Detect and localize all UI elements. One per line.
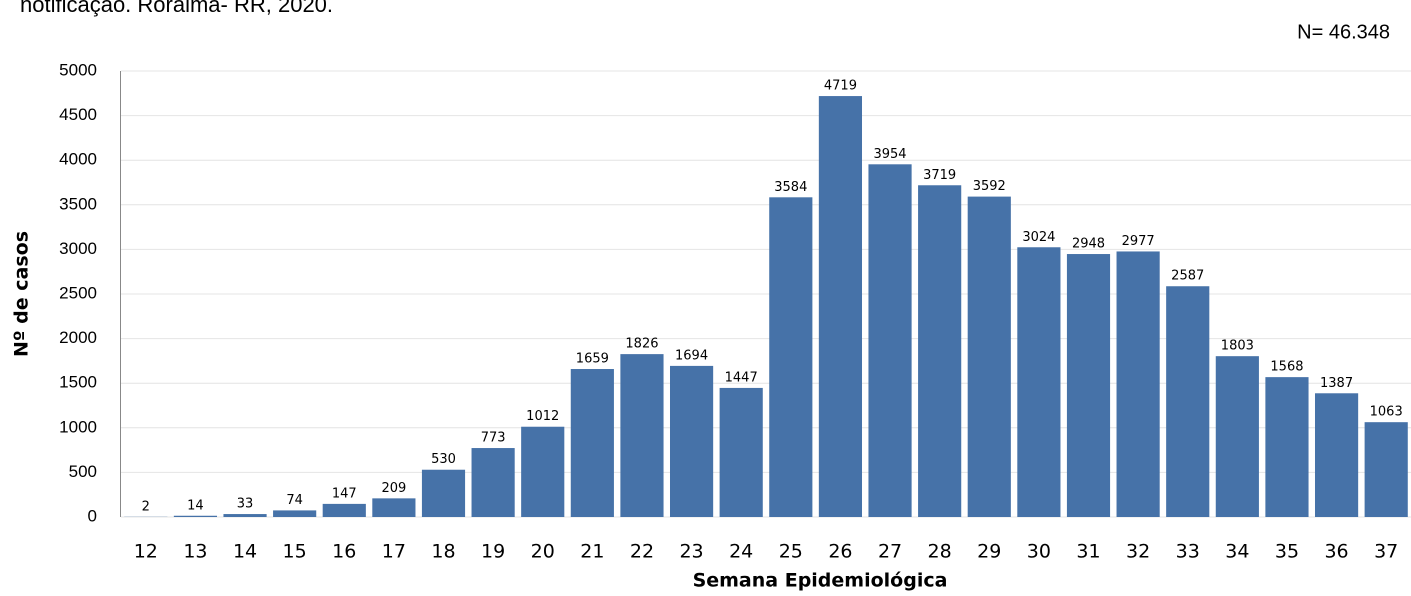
data-label: 530 [431, 452, 456, 467]
bar [1364, 422, 1408, 517]
y-tick-label: 4500 [59, 105, 97, 124]
y-tick-label: 5000 [59, 60, 97, 79]
bar [1265, 377, 1309, 517]
data-label: 3584 [774, 180, 807, 195]
bar [669, 365, 714, 517]
bar [1215, 356, 1259, 517]
data-label: 3024 [1022, 230, 1055, 245]
x-tick-label: 31 [1076, 541, 1100, 563]
bar [570, 369, 614, 517]
x-tick-label: 20 [531, 541, 555, 563]
data-label: 4719 [824, 79, 857, 94]
data-label: 773 [481, 431, 506, 446]
x-tick-label: 18 [431, 541, 455, 563]
data-label: 2948 [1072, 237, 1105, 252]
x-tick-label: 35 [1275, 541, 1299, 563]
x-tick-label: 23 [679, 541, 703, 563]
x-tick-label: 33 [1176, 541, 1200, 563]
x-tick-label: 36 [1324, 541, 1348, 563]
data-label: 14 [187, 498, 204, 513]
y-axis-title: Nº de casos [11, 231, 33, 357]
bar [1116, 251, 1160, 517]
bar [223, 514, 267, 517]
x-tick-label: 24 [729, 541, 753, 563]
chart-subtitle: notificação. Roraima- RR, 2020. [20, 0, 333, 17]
x-tick-label: 37 [1374, 541, 1398, 563]
x-tick-label: 14 [233, 541, 257, 563]
x-tick-label: 27 [878, 541, 902, 563]
data-label: 74 [286, 493, 303, 508]
data-label: 3592 [973, 179, 1006, 194]
y-tick-label: 1500 [59, 373, 97, 392]
annotation: N= 46.348 [1297, 21, 1390, 43]
data-label: 147 [332, 486, 357, 501]
y-tick-label: 3500 [59, 194, 97, 213]
x-tick-label: 13 [183, 541, 207, 563]
bar [471, 448, 515, 517]
x-tick-label: 32 [1126, 541, 1150, 563]
data-label: 209 [381, 481, 406, 496]
bar [620, 354, 664, 517]
data-label: 1694 [675, 348, 708, 363]
y-tick-label: 500 [69, 462, 97, 481]
bar [372, 498, 416, 517]
bar [967, 196, 1011, 517]
bar [1017, 247, 1061, 517]
x-axis-title: Semana Epidemiológica [693, 570, 948, 592]
y-tick-label: 2500 [59, 283, 97, 302]
data-label: 2 [142, 499, 150, 514]
bar [818, 96, 863, 518]
data-label: 3954 [873, 147, 906, 162]
data-label: 33 [237, 497, 254, 512]
bar [421, 469, 466, 517]
bar [868, 164, 912, 517]
x-tick-label: 17 [382, 541, 406, 563]
bar [521, 426, 565, 517]
data-label: 2977 [1122, 234, 1155, 249]
x-tick-label: 16 [332, 541, 356, 563]
data-label: 1659 [576, 352, 609, 367]
y-tick-label: 1000 [59, 417, 97, 436]
bar [322, 503, 366, 517]
x-tick-label: 34 [1225, 541, 1249, 563]
bar [1066, 254, 1111, 518]
data-label: 1447 [725, 370, 758, 385]
x-tick-label: 28 [928, 541, 952, 563]
x-tick-label: 25 [779, 541, 803, 563]
bar [769, 197, 813, 518]
data-label: 1826 [625, 337, 658, 352]
data-label: 1568 [1270, 360, 1303, 375]
data-label: 2587 [1171, 269, 1204, 284]
bar [719, 387, 763, 517]
bar [1166, 286, 1210, 517]
x-tick-label: 26 [828, 541, 852, 563]
x-tick-label: 15 [283, 541, 307, 563]
bar [173, 515, 218, 517]
x-tick-label: 21 [580, 541, 604, 563]
bar [273, 510, 317, 517]
x-tick-label: 19 [481, 541, 505, 563]
x-tick-label: 22 [630, 541, 654, 563]
x-tick-label: 29 [977, 541, 1001, 563]
data-label: 1012 [526, 409, 559, 424]
y-tick-label: 2000 [59, 328, 97, 347]
y-tick-label: 4000 [59, 150, 97, 169]
bar [918, 185, 962, 517]
y-tick-label: 0 [88, 506, 97, 525]
data-label: 1063 [1370, 405, 1403, 420]
bar [1314, 393, 1359, 517]
data-label: 1387 [1320, 376, 1353, 391]
data-label: 1803 [1221, 339, 1254, 354]
x-tick-label: 30 [1027, 541, 1051, 563]
x-tick-label: 12 [134, 541, 158, 563]
data-label: 3719 [923, 168, 956, 183]
y-tick-label: 3000 [59, 239, 97, 258]
